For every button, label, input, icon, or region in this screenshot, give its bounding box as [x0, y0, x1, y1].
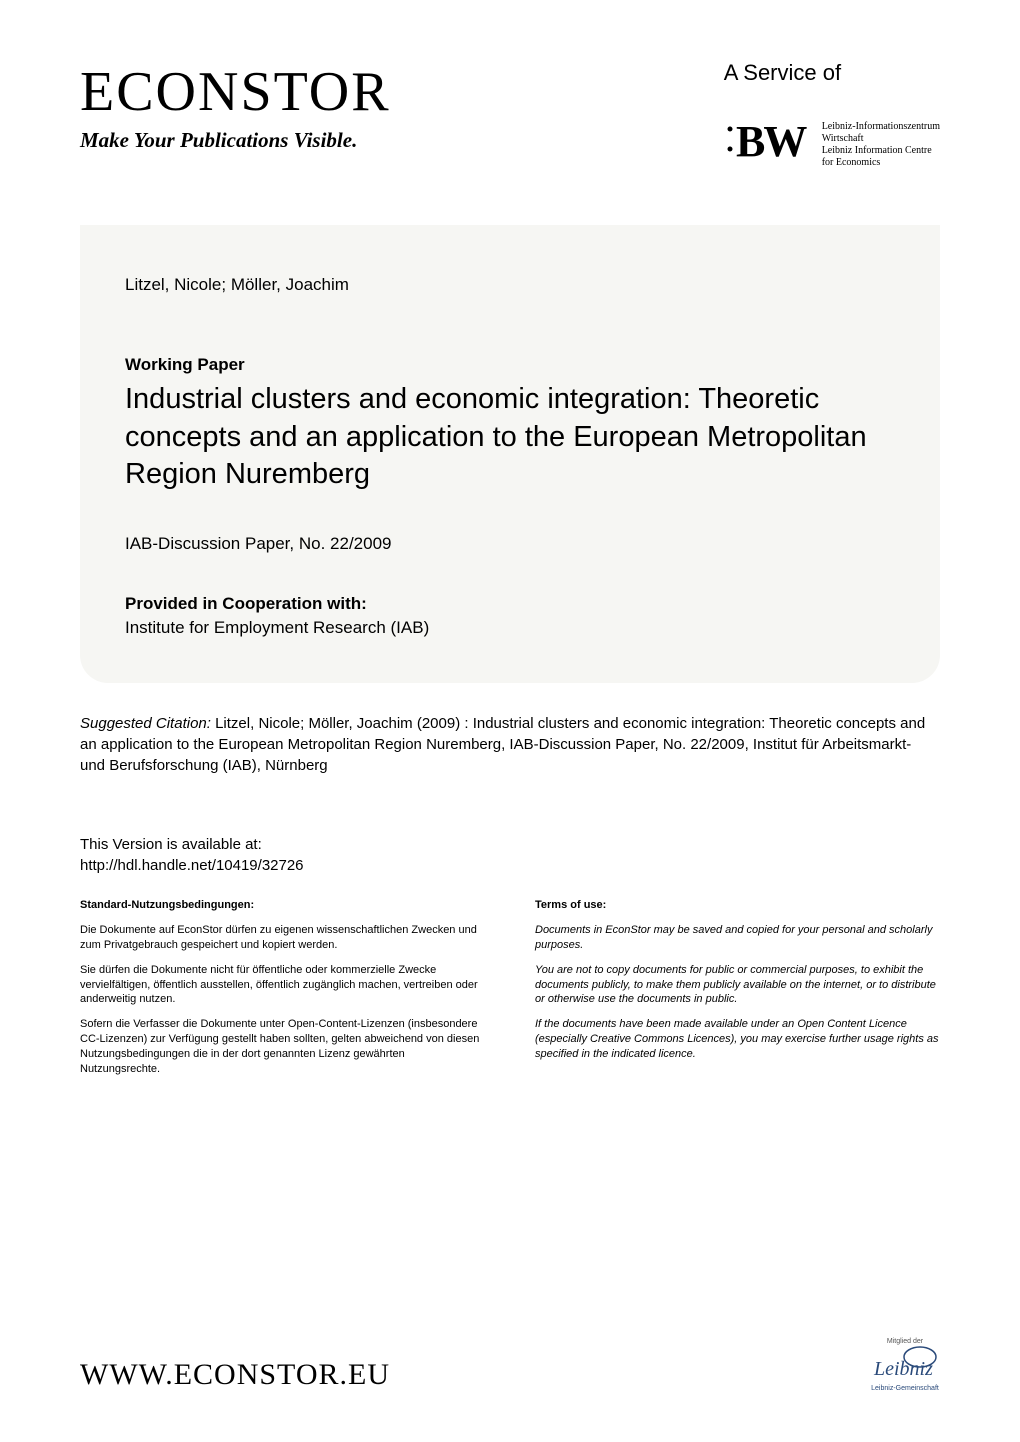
- leibniz-logo: Mitglied der Leibniz Leibniz-Gemeinschaf…: [870, 1338, 940, 1392]
- citation-block: Suggested Citation: Litzel, Nicole; Möll…: [80, 713, 940, 776]
- version-block: This Version is available at: http://hdl…: [80, 836, 940, 874]
- version-url[interactable]: http://hdl.handle.net/10419/32726: [80, 857, 940, 874]
- terms-de-heading: Standard-Nutzungsbedingungen:: [80, 899, 485, 911]
- cooperation-institution: Institute for Employment Research (IAB): [125, 618, 895, 638]
- econstor-logo: ECONSTOR: [80, 60, 391, 124]
- zbw-logo-block: BW Leibniz-Informationszentrum Wirtschaf…: [724, 114, 940, 175]
- zbw-line1: Leibniz-Informationszentrum: [822, 121, 940, 133]
- econstor-logo-block: ECONSTOR Make Your Publications Visible.: [80, 60, 391, 175]
- leibniz-signature-icon: Leibniz: [870, 1345, 940, 1385]
- terms-de-para2: Sie dürfen die Dokumente nicht für öffen…: [80, 963, 485, 1008]
- suggested-citation: Suggested Citation: Litzel, Nicole; Möll…: [80, 713, 940, 776]
- leibniz-association-label: Leibniz-Gemeinschaft: [871, 1385, 939, 1392]
- svg-text:BW: BW: [736, 117, 807, 164]
- terms-wrapper: Standard-Nutzungsbedingungen: Die Dokume…: [80, 899, 940, 1087]
- page-header: ECONSTOR Make Your Publications Visible.…: [0, 0, 1020, 205]
- terms-de-para1: Die Dokumente auf EconStor dürfen zu eig…: [80, 923, 485, 953]
- cooperation-label: Provided in Cooperation with:: [125, 594, 895, 614]
- service-of-label: A Service of: [724, 60, 841, 86]
- terms-en-para1: Documents in EconStor may be saved and c…: [535, 923, 940, 953]
- terms-en-para3: If the documents have been made availabl…: [535, 1017, 940, 1062]
- svg-text:Leibniz: Leibniz: [873, 1358, 933, 1380]
- terms-de-para3: Sofern die Verfasser die Dokumente unter…: [80, 1017, 485, 1076]
- footer-url[interactable]: WWW.ECONSTOR.EU: [80, 1358, 390, 1392]
- page-footer: WWW.ECONSTOR.EU Mitglied der Leibniz Lei…: [80, 1338, 940, 1392]
- paper-metadata-box: Litzel, Nicole; Möller, Joachim Working …: [80, 225, 940, 683]
- econstor-tagline: Make Your Publications Visible.: [80, 128, 391, 153]
- zbw-text: Leibniz-Informationszentrum Wirtschaft L…: [822, 121, 940, 169]
- terms-english: Terms of use: Documents in EconStor may …: [535, 899, 940, 1087]
- citation-label: Suggested Citation:: [80, 715, 215, 732]
- paper-authors: Litzel, Nicole; Möller, Joachim: [125, 275, 895, 295]
- leibniz-member-label: Mitglied der: [887, 1338, 923, 1345]
- version-label: This Version is available at:: [80, 836, 940, 853]
- zbw-line3: Leibniz Information Centre: [822, 145, 940, 157]
- paper-series: IAB-Discussion Paper, No. 22/2009: [125, 534, 895, 554]
- zbw-line4: for Economics: [822, 157, 940, 169]
- terms-en-heading: Terms of use:: [535, 899, 940, 911]
- zbw-logo: BW: [724, 114, 814, 175]
- zbw-logo-svg: BW: [724, 114, 814, 164]
- zbw-line2: Wirtschaft: [822, 133, 940, 145]
- terms-en-para2: You are not to copy documents for public…: [535, 963, 940, 1008]
- document-type: Working Paper: [125, 355, 895, 375]
- paper-title: Industrial clusters and economic integra…: [125, 381, 895, 494]
- header-right: A Service of BW Leibniz-Informationszent…: [724, 60, 940, 175]
- terms-german: Standard-Nutzungsbedingungen: Die Dokume…: [80, 899, 485, 1087]
